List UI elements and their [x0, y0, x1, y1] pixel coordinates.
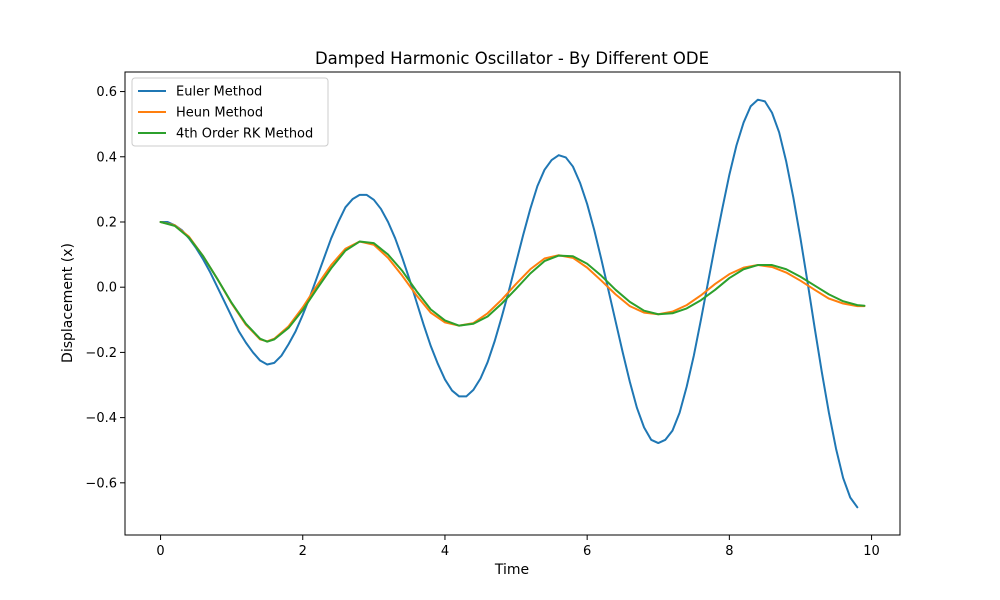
x-axis-title: Time — [494, 562, 529, 578]
legend-label-1: Euler Method — [176, 85, 262, 100]
y-tick-label: 0.4 — [96, 150, 117, 165]
axes-frame — [124, 71, 901, 536]
plot-area — [124, 71, 901, 536]
chart-title: Damped Harmonic Oscillator - By Differen… — [315, 49, 709, 68]
x-tick-label: 10 — [863, 544, 880, 559]
x-tick-label: 8 — [725, 544, 733, 559]
legend-label-2: Heun Method — [176, 106, 263, 121]
y-tick-label: −0.2 — [85, 346, 117, 361]
y-tick-label: −0.4 — [85, 411, 117, 426]
x-tick-label: 4 — [441, 544, 449, 559]
y-tick-label: −0.6 — [85, 476, 117, 491]
x-tick-label: 6 — [583, 544, 591, 559]
y-tick-label: 0.0 — [96, 281, 117, 296]
y-tick-label: 0.6 — [96, 85, 117, 100]
y-tick-label: 0.2 — [96, 215, 117, 230]
series-layer — [159, 98, 866, 509]
y-axis-title: Displacement (x) — [60, 243, 76, 363]
series-line-3 — [159, 220, 866, 343]
x-tick-label: 0 — [156, 544, 164, 559]
y-axis: −0.6 −0.4 −0.2 0.0 0.2 0.4 0.6 — [85, 85, 125, 491]
x-tick-label: 2 — [299, 544, 307, 559]
legend: Euler Method Heun Method 4th Order RK Meth… — [131, 77, 329, 147]
x-axis: 0 2 4 6 8 10 — [156, 535, 880, 559]
legend-box — [131, 77, 329, 147]
legend-label-3: 4th Order RK Method — [176, 127, 313, 142]
